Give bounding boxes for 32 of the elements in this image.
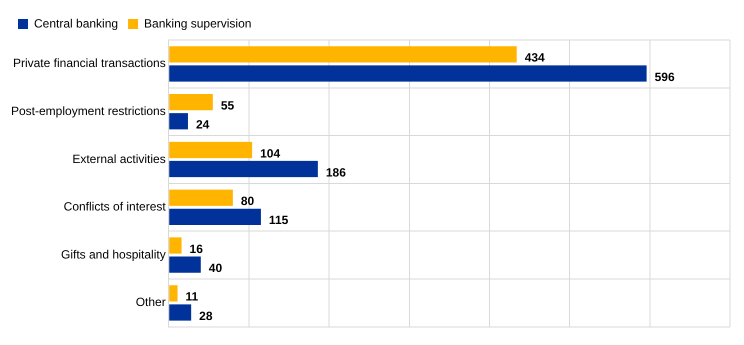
y-tick-label: External activities <box>72 152 166 166</box>
bar <box>169 190 233 206</box>
data-label: 186 <box>326 165 346 180</box>
data-label: 24 <box>196 118 210 132</box>
data-label: 40 <box>208 260 222 275</box>
y-tick-label: Private financial transactions <box>12 56 166 70</box>
y-tick-label: Gifts and hospitality <box>61 247 166 262</box>
bar <box>169 46 517 62</box>
bar <box>169 237 182 254</box>
data-label: 80 <box>240 194 255 208</box>
bar <box>169 285 178 302</box>
data-label: 55 <box>220 98 234 112</box>
bar <box>169 208 261 225</box>
bar <box>169 94 213 110</box>
data-label: 104 <box>260 146 280 160</box>
y-tick-label: Conflicts of interest <box>64 200 166 214</box>
legend-label: Central banking <box>34 16 118 30</box>
data-label: 11 <box>186 290 199 304</box>
bar <box>169 160 318 178</box>
bar <box>169 142 252 158</box>
data-label: 434 <box>524 50 546 65</box>
bar <box>169 65 647 82</box>
bar <box>169 256 201 273</box>
data-label: 115 <box>268 213 289 228</box>
y-tick-label: Post-employment restrictions <box>11 104 166 118</box>
bar <box>169 113 188 130</box>
legend-label: Banking supervision <box>144 16 252 30</box>
data-label: 596 <box>654 70 675 84</box>
data-label: 28 <box>199 308 213 323</box>
data-label: 16 <box>190 242 204 256</box>
bar <box>169 304 192 321</box>
y-tick-label: Other <box>136 295 166 310</box>
